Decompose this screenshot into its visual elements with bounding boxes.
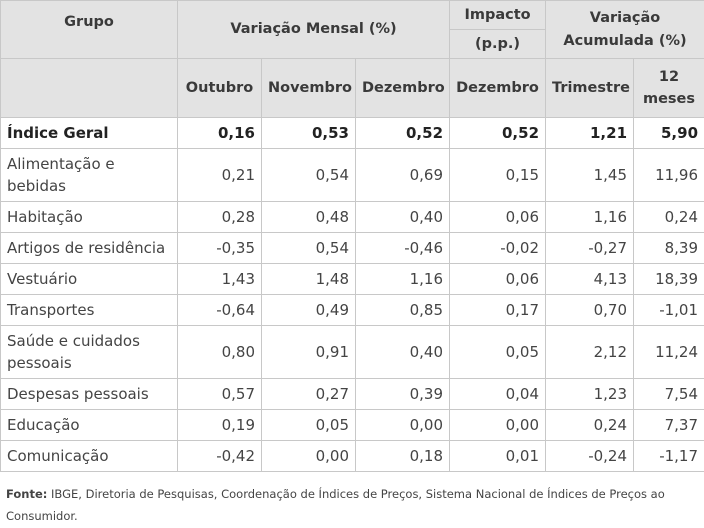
cell-outubro: -0,35 (177, 232, 262, 264)
header-dezembro: Dezembro (354, 58, 451, 118)
header-grupo-spacer (0, 0, 178, 59)
header-trimestre: Trimestre (545, 58, 635, 118)
table-row-alimentacao: Alimentação e bebidas 0,21 0,54 0,69 0,1… (0, 148, 704, 202)
cell-impacto: 0,00 (449, 409, 547, 441)
cell-novembro: 0,27 (261, 378, 356, 410)
table-row-comunicacao: Comunicação -0,42 0,00 0,18 0,01 -0,24 -… (0, 440, 704, 472)
header-variacao-mensal: Variação Mensal (%) (176, 0, 451, 59)
cell-trimestre: 1,23 (545, 378, 635, 410)
cell-trimestre: 0,24 (545, 409, 635, 441)
header-impacto-unit: (p.p.) (449, 29, 547, 59)
cell-outubro: -0,64 (177, 294, 262, 326)
cell-dezembro: 0,40 (354, 201, 451, 233)
source-label: Fonte: (6, 487, 48, 501)
cell-impacto: 0,06 (449, 201, 547, 233)
header-outubro: Outubro (177, 58, 262, 118)
cell-impacto: -0,02 (449, 232, 547, 264)
source-note: Fonte: IBGE, Diretoria de Pesquisas, Coo… (6, 483, 696, 527)
cell-doze-meses: -1,01 (633, 294, 704, 326)
cell-impacto: 0,05 (449, 325, 547, 379)
cell-trimestre: -0,24 (545, 440, 635, 472)
cell-trimestre: 2,12 (545, 325, 635, 379)
table-row-saude: Saúde e cuidados pessoais 0,80 0,91 0,40… (0, 325, 704, 379)
cell-grupo: Habitação (0, 201, 178, 233)
cell-outubro: 0,57 (177, 378, 262, 410)
cell-grupo: Alimentação e bebidas (0, 148, 178, 202)
cell-grupo: Comunicação (0, 440, 178, 472)
header-impacto-dezembro: Dezembro (449, 58, 547, 118)
cell-novembro: 0,48 (261, 201, 356, 233)
cell-novembro: 0,53 (261, 117, 356, 149)
cell-impacto: 0,15 (449, 148, 547, 202)
cell-doze-meses: 7,54 (633, 378, 704, 410)
ipca-table: Variação Mensal (%) Impacto Variação Acu… (0, 0, 704, 472)
table-row-vestuario: Vestuário 1,43 1,48 1,16 0,06 4,13 18,39 (0, 263, 704, 295)
cell-outubro: 0,80 (177, 325, 262, 379)
table-row-transportes: Transportes -0,64 0,49 0,85 0,17 0,70 -1… (0, 294, 704, 326)
table-row-artigos-residencia: Artigos de residência -0,35 0,54 -0,46 -… (0, 232, 704, 264)
cell-grupo: Transportes (0, 294, 178, 326)
cell-dezembro: -0,46 (354, 232, 451, 264)
cell-trimestre: -0,27 (545, 232, 635, 264)
cell-outubro: 1,43 (177, 263, 262, 295)
cell-trimestre: 1,21 (545, 117, 635, 149)
cell-dezembro: 0,18 (354, 440, 451, 472)
cell-grupo: Artigos de residência (0, 232, 178, 264)
header-novembro: Novembro (261, 58, 356, 118)
header-impacto-title: Impacto (449, 0, 547, 30)
cell-impacto: 0,52 (449, 117, 547, 149)
cell-trimestre: 1,16 (545, 201, 635, 233)
cell-grupo: Saúde e cuidados pessoais (0, 325, 178, 379)
cell-doze-meses: 0,24 (633, 201, 704, 233)
cell-outubro: 0,16 (177, 117, 262, 149)
cell-novembro: 0,00 (261, 440, 356, 472)
cell-impacto: 0,17 (449, 294, 547, 326)
table-row-despesas-pessoais: Despesas pessoais 0,57 0,27 0,39 0,04 1,… (0, 378, 704, 410)
cell-dezembro: 0,00 (354, 409, 451, 441)
cell-novembro: 0,91 (261, 325, 356, 379)
cell-doze-meses: -1,17 (633, 440, 704, 472)
table-row-educacao: Educação 0,19 0,05 0,00 0,00 0,24 7,37 (0, 409, 704, 441)
source-text: IBGE, Diretoria de Pesquisas, Coordenaçã… (6, 487, 665, 523)
table-row-habitacao: Habitação 0,28 0,48 0,40 0,06 1,16 0,24 (0, 201, 704, 233)
cell-grupo: Índice Geral (0, 117, 178, 149)
cell-impacto: 0,04 (449, 378, 547, 410)
cell-grupo: Vestuário (0, 263, 178, 295)
cell-dezembro: 0,52 (354, 117, 451, 149)
cell-doze-meses: 8,39 (633, 232, 704, 264)
cell-novembro: 0,49 (261, 294, 356, 326)
cell-outubro: 0,21 (177, 148, 262, 202)
cell-novembro: 0,54 (261, 232, 356, 264)
cell-doze-meses: 11,24 (633, 325, 704, 379)
header-grupo: Grupo (64, 14, 114, 30)
header-grupo-cell: Grupo (0, 14, 178, 118)
cell-novembro: 0,05 (261, 409, 356, 441)
cell-doze-meses: 5,90 (633, 117, 704, 149)
cell-trimestre: 4,13 (545, 263, 635, 295)
cell-doze-meses: 11,96 (633, 148, 704, 202)
cell-grupo: Despesas pessoais (0, 378, 178, 410)
cell-trimestre: 0,70 (545, 294, 635, 326)
cell-outubro: 0,28 (177, 201, 262, 233)
header-doze-meses: 12 meses (633, 58, 704, 118)
cell-trimestre: 1,45 (545, 148, 635, 202)
header-variacao-acumulada: Variação Acumulada (%) (545, 0, 704, 59)
cell-impacto: 0,06 (449, 263, 547, 295)
cell-novembro: 1,48 (261, 263, 356, 295)
cell-doze-meses: 7,37 (633, 409, 704, 441)
cell-doze-meses: 18,39 (633, 263, 704, 295)
table-row-indice-geral: Índice Geral 0,16 0,53 0,52 0,52 1,21 5,… (0, 117, 704, 149)
cell-grupo: Educação (0, 409, 178, 441)
cell-outubro: 0,19 (177, 409, 262, 441)
cell-dezembro: 0,85 (354, 294, 451, 326)
cell-dezembro: 0,39 (354, 378, 451, 410)
cell-outubro: -0,42 (177, 440, 262, 472)
cell-dezembro: 1,16 (354, 263, 451, 295)
cell-dezembro: 0,40 (354, 325, 451, 379)
cell-dezembro: 0,69 (354, 148, 451, 202)
cell-novembro: 0,54 (261, 148, 356, 202)
cell-impacto: 0,01 (449, 440, 547, 472)
